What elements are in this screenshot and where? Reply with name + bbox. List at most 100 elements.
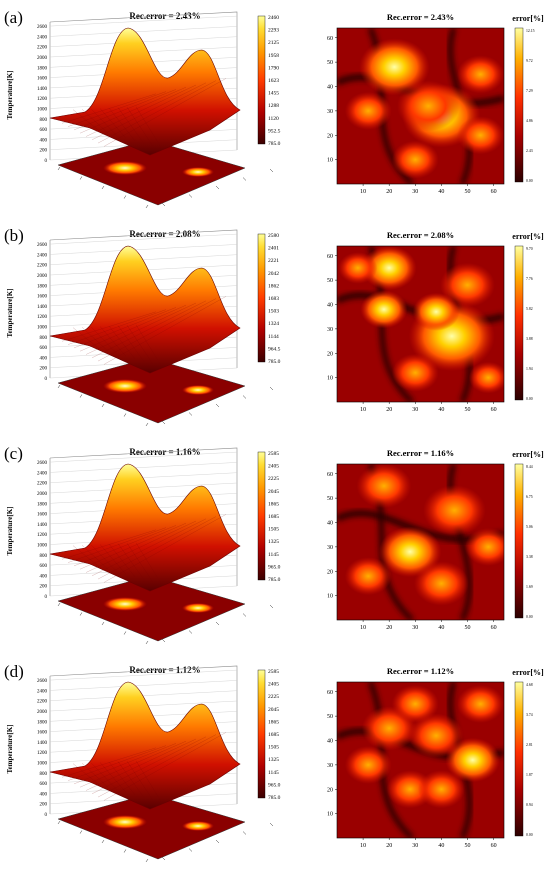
z-tick-label: 200 [40,803,48,808]
surface-mesh-line [103,514,227,583]
temperature-colorbar [257,15,266,145]
surface-mesh-line [126,107,154,147]
z-tick-label: 600 [40,782,48,787]
y-tick-label: 40 [327,303,333,309]
z-tick-label: 1800 [37,284,48,289]
floor-tick [161,202,166,207]
surface-mesh-line [135,760,163,803]
heatmap-title: Rec.error = 2.43% [387,12,454,22]
surface-mesh-line [103,296,227,365]
z-tick-label: 800 [40,118,48,123]
z-tick-label: 1000 [37,326,48,331]
error-colorbar-tick: 5.82 [526,307,533,311]
x-tick-label: 20 [386,625,392,631]
temperature-colorbar-tick: 785.0 [268,577,281,583]
x-tick-label: 30 [412,189,418,195]
error-colorbar-tick: 0.00 [526,615,533,619]
surface-mesh-line [79,741,187,788]
floor-tick [242,831,247,835]
floor-plane [57,357,246,424]
temperature-colorbar-tick: 2580 [268,233,279,239]
surface-mesh-line [90,762,118,790]
x-tick-label: 40 [438,843,444,849]
floor-tick [101,621,105,626]
surface-mesh-line [67,527,167,563]
surface-plot: Rec.error = 2.08%02004006008001000120014… [6,229,281,427]
error-colorbar [514,681,524,837]
z-tick-label: 2200 [37,482,48,487]
z-tick-label: 1800 [37,720,48,725]
z-tick-label: 2200 [37,700,48,705]
floor-hotspot [103,815,147,829]
y-tick-label: 10 [327,812,333,818]
surface-mesh-line [67,745,167,781]
temperature-colorbar-tick: 1145 [268,552,279,558]
temperature-colorbar-tick: 2293 [268,28,279,34]
error-blob [361,246,417,291]
panel-label: (c) [4,444,23,463]
z-tick-label: 1200 [37,97,48,102]
error-blob [391,684,439,723]
z-tick-label: 1600 [37,295,48,300]
error-blob [457,684,504,723]
floor-tick [145,640,149,645]
z-tick-label: 2000 [37,56,48,61]
error-colorbar-tick: 0.00 [526,397,533,401]
error-blob [457,55,504,94]
error-blob [356,464,412,509]
error-colorbar-tick: 1.87 [526,773,533,777]
error-colorbar [514,463,524,619]
error-blob [408,713,464,758]
temperature-surface [49,463,241,592]
surface-plot: Rec.error = 2.43%02004006008001000120014… [6,11,281,209]
z-tick-label: 1600 [37,731,48,736]
error-colorbar-tick: 7.76 [526,277,533,281]
heatmap-frame [336,463,505,621]
z-tick-label: 1600 [37,513,48,518]
z-tick-label: 2200 [37,46,48,51]
z-tick-label: 0 [45,159,48,164]
error-heatmap: Rec.error = 2.08% 10 20 30 40 50 60 60 50 40 30 20 1… [327,230,544,413]
floor-tick [101,839,105,844]
error-blob [397,80,460,132]
z-tick-label: 0 [45,377,48,382]
z-axis-label: Temperature[K] [6,289,14,338]
floor-tick [215,621,220,626]
surface-plot: Rec.error = 1.12%02004006008001000120014… [6,665,281,863]
error-colorbar-tick: 2.43 [526,149,533,153]
error-heatmap: Rec.error = 2.43% 10 20 30 40 50 60 60 50 40 30 20 1… [327,12,544,195]
x-tick-label: 50 [464,189,470,195]
temperature-colorbar-tick: 952.5 [268,128,281,134]
surface-mesh-line [108,107,136,142]
surface-mesh-line [81,327,109,352]
temperature-colorbar-tick: 2045 [268,489,279,495]
grid-line [49,669,238,681]
temperature-colorbar-tick: 1862 [268,283,279,289]
error-blob [440,262,495,308]
surface-mesh-line [108,543,136,578]
floor-tick [123,413,127,417]
floor-hotspot [103,161,147,175]
z-tick-label: 0 [45,813,48,818]
error-blob [344,557,392,596]
surface-mesh-line [103,732,227,801]
surface-mesh-line [135,106,163,149]
y-tick-label: 60 [327,36,333,42]
surface-mesh-line [97,298,217,362]
floor-tick [145,422,149,427]
floor-hotspot [182,385,214,395]
error-blob [378,526,442,578]
z-tick-label: 2400 [37,35,48,40]
error-colorbar-tick: 9.72 [526,59,533,63]
error-blob [413,561,469,606]
x-tick-label: 20 [386,407,392,413]
floor-tick [215,185,220,190]
temperature-colorbar-tick: 1790 [268,65,279,71]
y-tick-label: 20 [327,351,333,357]
floor-plane [57,793,246,860]
floor-hotspot [182,167,214,177]
surface-mesh-line [81,763,109,788]
floor-tick [215,839,220,844]
heatmap-blobs [337,464,504,620]
surface-mesh-line [135,324,163,367]
